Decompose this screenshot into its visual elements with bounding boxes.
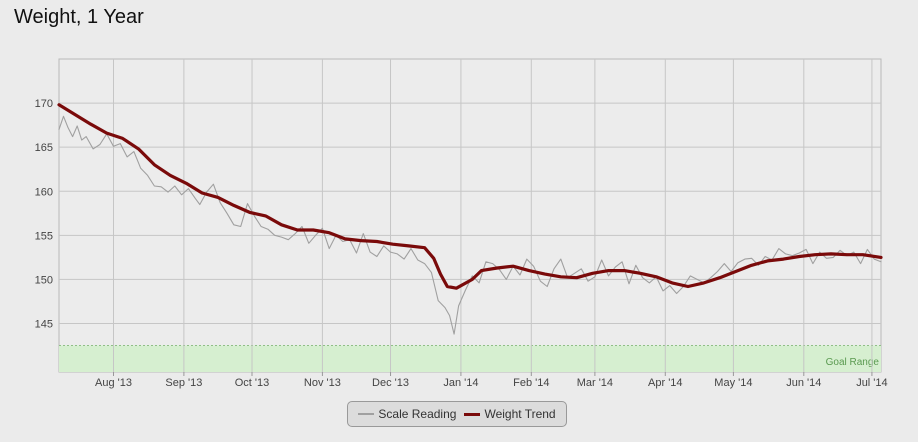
- x-tick-label: Jan '14: [443, 377, 478, 389]
- y-tick-label: 165: [35, 142, 53, 154]
- y-tick-label: 145: [35, 319, 53, 331]
- x-tick-label: Aug '13: [95, 377, 132, 389]
- x-tick-label: Sep '13: [165, 377, 202, 389]
- x-tick-label: Jul '14: [856, 377, 887, 389]
- x-tick-label: Mar '14: [577, 377, 613, 389]
- y-tick-label: 155: [35, 230, 53, 242]
- goal-range-label: Goal Range: [826, 357, 880, 368]
- scale-reading-line: [58, 115, 882, 335]
- x-tick-label: Feb '14: [513, 377, 549, 389]
- x-tick-label: May '14: [714, 377, 752, 389]
- y-tick-label: 150: [35, 274, 53, 286]
- x-tick-label: Oct '13: [235, 377, 270, 389]
- x-tick-label: Jun '14: [786, 377, 821, 389]
- legend-item-scale-reading[interactable]: Scale Reading: [358, 407, 456, 421]
- scale-reading-swatch-icon: [358, 413, 375, 415]
- legend-item-weight-trend[interactable]: Weight Trend: [464, 407, 556, 421]
- chart-title: Weight, 1 Year: [14, 6, 144, 28]
- goal-range-band: [59, 345, 881, 372]
- y-tick-label: 170: [35, 98, 53, 110]
- plot-area: Goal Range 145 150 155 160 165 170 Aug '13 Sep '…: [35, 58, 888, 389]
- x-tick-label: Apr '14: [648, 377, 683, 389]
- plot-background: [58, 58, 882, 373]
- legend-label-weight-trend: Weight Trend: [484, 407, 556, 421]
- weight-trend-swatch-icon: [464, 412, 481, 416]
- chart-legend[interactable]: Scale Reading Weight Trend: [347, 401, 567, 427]
- legend-label-scale-reading: Scale Reading: [378, 407, 457, 421]
- weight-trend-line: [57, 103, 883, 290]
- x-tick-label: Nov '13: [304, 377, 341, 389]
- x-tick-label: Dec '13: [372, 377, 409, 389]
- y-tick-label: 160: [35, 186, 53, 198]
